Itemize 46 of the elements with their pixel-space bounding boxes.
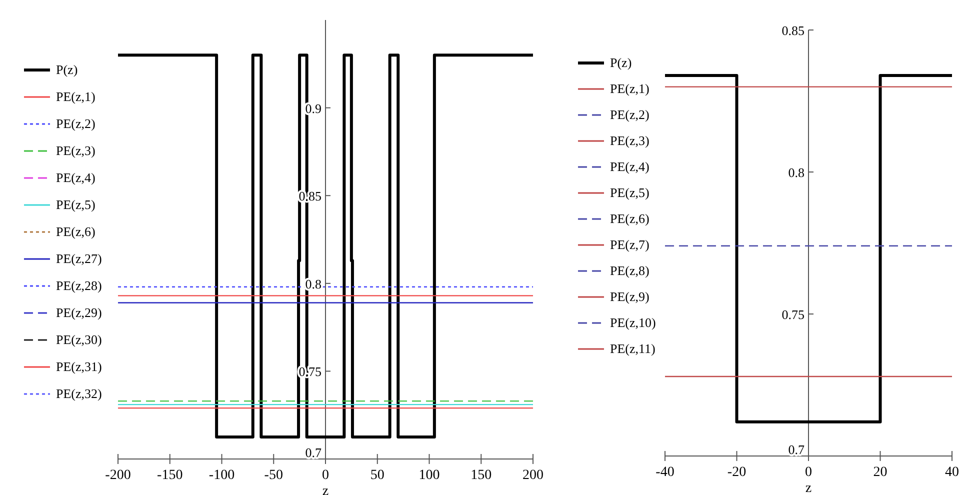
legend-label: PE(z,30) (56, 332, 102, 347)
legend-label: PE(z,2) (610, 107, 650, 122)
legend-label: PE(z,4) (610, 159, 650, 174)
x-axis-title: z (322, 484, 329, 495)
x-tick-label: -50 (264, 468, 283, 483)
legend-label: PE(z,5) (56, 197, 96, 212)
x-tick-label: 40 (945, 465, 959, 480)
x-tick-label: 100 (418, 468, 440, 483)
legend-label: PE(z,1) (610, 81, 650, 96)
legend-label: PE(z,1) (56, 89, 96, 104)
legend-label: PE(z,29) (56, 305, 102, 320)
x-tick-label: -20 (727, 465, 746, 480)
legend-label: PE(z,7) (610, 237, 650, 252)
x-tick-label: -150 (157, 468, 183, 483)
legend-label: PE(z,3) (56, 143, 96, 158)
legend-label: PE(z,5) (610, 185, 650, 200)
legend-label: P(z) (610, 55, 632, 70)
legend-label: PE(z,3) (610, 133, 650, 148)
x-tick-label: 200 (522, 468, 544, 483)
x-tick-label: -100 (208, 468, 235, 483)
x-tick-label: 150 (470, 468, 492, 483)
legend-label: PE(z,31) (56, 359, 102, 374)
legend-label: PE(z,2) (56, 116, 96, 131)
x-tick-label: 0 (322, 468, 329, 483)
legend-label: P(z) (56, 62, 78, 77)
x-tick-label: 0 (805, 465, 812, 480)
legend-label: PE(z,6) (610, 211, 650, 226)
legend-label: PE(z,6) (56, 224, 96, 239)
y-tick-label: 0.7 (305, 445, 322, 460)
y-tick-label: 0.8 (788, 165, 804, 180)
x-tick-label: -200 (105, 468, 131, 483)
y-tick-label: 0.7 (788, 442, 805, 457)
legend-label: PE(z,9) (610, 289, 650, 304)
x-axis-title: z (805, 481, 812, 495)
y-tick-label: 0.85 (782, 23, 804, 38)
x-tick-label: -40 (656, 465, 674, 480)
legend-label: PE(z,4) (56, 170, 96, 185)
legend-label: PE(z,8) (610, 263, 650, 278)
legend-label: PE(z,10) (610, 315, 656, 330)
legend-label: PE(z,11) (610, 341, 656, 356)
x-tick-label: 50 (370, 468, 384, 483)
legend-label: PE(z,32) (56, 386, 102, 401)
y-tick-label: 0.75 (782, 307, 804, 322)
legend-label: PE(z,28) (56, 278, 102, 293)
legend-label: PE(z,27) (56, 251, 102, 266)
x-tick-label: 20 (873, 465, 888, 480)
